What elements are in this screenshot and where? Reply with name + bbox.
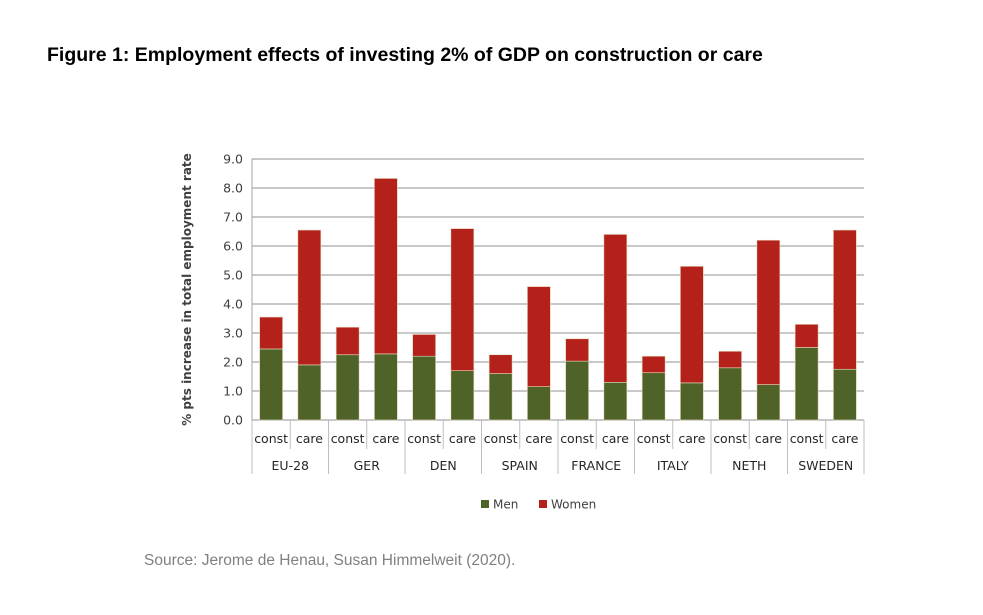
bar-men-eu-28-const <box>259 348 283 421</box>
bar-men-italy-care <box>680 382 704 421</box>
bar-women-italy-const <box>641 355 666 374</box>
bar-women-ger-care <box>374 178 398 355</box>
bar-women-eu-28-const <box>259 316 283 350</box>
group-label: GER <box>354 458 381 473</box>
y-tick-label: 3.0 <box>223 326 243 341</box>
source-note: Source: Jerome de Henau, Susan Himmelwei… <box>144 552 516 569</box>
bar-women-spain-const <box>488 354 513 374</box>
legend-swatch-women <box>539 500 547 508</box>
subcategory-label: care <box>525 431 552 446</box>
y-axis-title: % pts increase in total employment rate <box>180 153 194 426</box>
group-label: FRANCE <box>571 458 621 473</box>
legend-label-women: Women <box>551 498 596 512</box>
y-tick-label: 5.0 <box>223 268 243 283</box>
subcategory-label: const <box>713 431 747 446</box>
y-tick-label: 6.0 <box>223 239 243 254</box>
bar-women-neth-care <box>756 239 781 385</box>
y-tick-label: 8.0 <box>223 181 243 196</box>
y-tick-label: 7.0 <box>223 210 243 225</box>
group-label: ITALY <box>657 458 689 473</box>
y-tick-label: 0.0 <box>223 413 243 428</box>
bar-men-neth-const <box>718 367 742 421</box>
bar-women-den-const <box>412 334 436 357</box>
bar-men-ger-const <box>335 354 360 421</box>
subcategory-label: care <box>602 431 629 446</box>
bar-women-den-care <box>450 228 475 372</box>
subcategory-label: const <box>560 431 594 446</box>
y-tick-label: 4.0 <box>223 297 243 312</box>
subcategory-label: care <box>372 431 399 446</box>
bar-women-sweden-care <box>833 229 857 370</box>
group-label: SPAIN <box>502 458 538 473</box>
figure-title: Figure 1: Employment effects of investin… <box>47 44 763 66</box>
y-tick-label: 2.0 <box>223 355 243 370</box>
bar-men-neth-care <box>756 384 781 421</box>
bar-women-italy-care <box>680 265 704 384</box>
bar-women-ger-const <box>335 326 360 356</box>
subcategory-label: care <box>678 431 705 446</box>
bar-men-den-care <box>450 370 475 421</box>
subcategory-label: const <box>484 431 518 446</box>
subcategory-label: const <box>790 431 824 446</box>
subcategory-label: care <box>449 431 476 446</box>
bar-women-eu-28-care <box>297 229 322 366</box>
bar-women-spain-care <box>527 286 551 387</box>
bar-men-den-const <box>412 355 436 421</box>
subcategory-label: care <box>755 431 782 446</box>
bar-women-france-care <box>603 234 628 383</box>
bar-women-neth-const <box>718 350 742 369</box>
bar-men-spain-const <box>488 373 513 421</box>
y-tick-label: 1.0 <box>223 384 243 399</box>
group-label: DEN <box>430 458 457 473</box>
y-tick-label: 9.0 <box>223 152 243 167</box>
bar-men-sweden-care <box>833 368 857 421</box>
subcategory-label: care <box>831 431 858 446</box>
group-label: NETH <box>732 458 766 473</box>
subcategory-label: care <box>296 431 323 446</box>
subcategory-label: const <box>254 431 288 446</box>
bar-men-france-care <box>603 381 628 421</box>
legend-swatch-men <box>481 500 489 508</box>
bar-men-ger-care <box>374 353 398 421</box>
bar-men-france-const <box>565 360 589 421</box>
group-label: EU-28 <box>272 458 310 473</box>
subcategory-label: const <box>407 431 441 446</box>
subcategory-label: const <box>637 431 671 446</box>
bar-women-france-const <box>565 338 589 362</box>
legend-label-men: Men <box>493 498 518 512</box>
bar-women-sweden-const <box>794 323 819 348</box>
bar-men-sweden-const <box>794 347 819 421</box>
bar-men-eu-28-care <box>297 364 322 421</box>
subcategory-label: const <box>331 431 365 446</box>
bar-men-italy-const <box>641 372 666 421</box>
group-label: SWEDEN <box>798 458 853 473</box>
bar-men-spain-care <box>527 386 551 421</box>
